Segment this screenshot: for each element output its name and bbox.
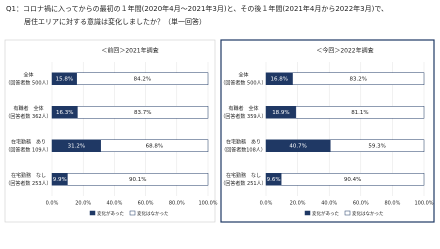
category-note: （回答者数108人） — [221, 146, 266, 153]
panel — [220, 39, 435, 223]
bar-segment — [330, 139, 425, 152]
category-label: 在宅勤務 あり — [11, 138, 46, 145]
x-tick-label: 80.0% — [169, 201, 185, 207]
bar-segment — [100, 139, 209, 152]
category-label: 有職者 全体 — [228, 105, 258, 112]
value-label: 83.2% — [350, 76, 367, 82]
bar-segment — [67, 173, 209, 186]
x-tick-label: 40.0% — [321, 201, 337, 207]
panel — [4, 39, 216, 223]
bar-segment — [280, 173, 425, 186]
x-tick-label: 20.0% — [75, 201, 91, 207]
legend-label: 変化があった — [97, 210, 124, 217]
category-label: 全体 — [238, 71, 248, 78]
value-label: 68.8% — [146, 143, 163, 149]
x-tick-label: 40.0% — [106, 201, 122, 207]
legend-label: 変化があった — [312, 210, 339, 217]
x-tick-label: 80.0% — [384, 201, 400, 207]
legend-swatch — [89, 210, 96, 216]
value-label: 84.2% — [134, 76, 151, 82]
category-label: 在宅勤務 なし — [11, 172, 46, 179]
value-label: 31.2% — [68, 143, 85, 149]
value-label: 59.3% — [368, 143, 385, 149]
category-note: （回答者数 251人） — [220, 180, 266, 187]
value-label: 40.7% — [289, 143, 306, 149]
bar-segment — [292, 72, 425, 85]
value-label: 81.1% — [351, 110, 368, 116]
value-label: 90.1% — [129, 177, 146, 183]
panel-title: ＜今回＞2022年調査 — [316, 47, 373, 55]
category-label: 在宅勤務 あり — [226, 138, 261, 145]
category-note: （回答者数 500人） — [220, 79, 266, 86]
category-label: 全体 — [23, 71, 33, 78]
value-label: 9.6% — [267, 177, 281, 183]
value-label: 16.8% — [271, 76, 288, 82]
legend-swatch — [344, 210, 351, 216]
value-label: 83.7% — [134, 110, 151, 116]
category-note: （回答者数 109人） — [5, 146, 51, 153]
value-label: 16.3% — [56, 110, 73, 116]
category-note: （回答者数 253人） — [5, 180, 51, 187]
category-note: （回答者数 359人） — [220, 113, 266, 120]
question-line: Q1：コロナ禍に入ってからの最初の１年間(2020年4月～2021年3月)と、そ… — [6, 4, 388, 13]
legend-label: 変化はなかった — [137, 210, 169, 217]
category-note: （回答者数 362人） — [5, 113, 51, 120]
value-label: 18.9% — [272, 110, 289, 116]
value-label: 15.8% — [56, 76, 73, 82]
x-tick-label: 100.0% — [414, 201, 433, 207]
bar-segment — [77, 106, 209, 119]
x-tick-label: 0.0% — [46, 201, 59, 207]
legend-swatch — [129, 210, 136, 216]
legend-label: 変化はなかった — [352, 210, 384, 217]
category-label: 在宅勤務 なし — [226, 172, 261, 179]
x-tick-label: 60.0% — [138, 201, 154, 207]
x-tick-label: 60.0% — [353, 201, 369, 207]
bar-segment — [76, 72, 209, 85]
x-tick-label: 0.0% — [260, 201, 273, 207]
category-label: 有職者 全体 — [13, 105, 43, 112]
x-tick-label: 20.0% — [290, 201, 306, 207]
panel-title: ＜前回＞2021年調査 — [101, 47, 158, 55]
value-label: 90.4% — [344, 177, 361, 183]
value-label: 9.9% — [53, 177, 67, 183]
x-tick-label: 100.0% — [198, 201, 217, 207]
category-note: （回答者数 500人） — [5, 79, 51, 86]
question-line: 居住エリアに対する意識は変化しましたか？（単一回答） — [24, 17, 206, 26]
legend-swatch — [304, 210, 311, 216]
bar-segment — [295, 106, 425, 119]
